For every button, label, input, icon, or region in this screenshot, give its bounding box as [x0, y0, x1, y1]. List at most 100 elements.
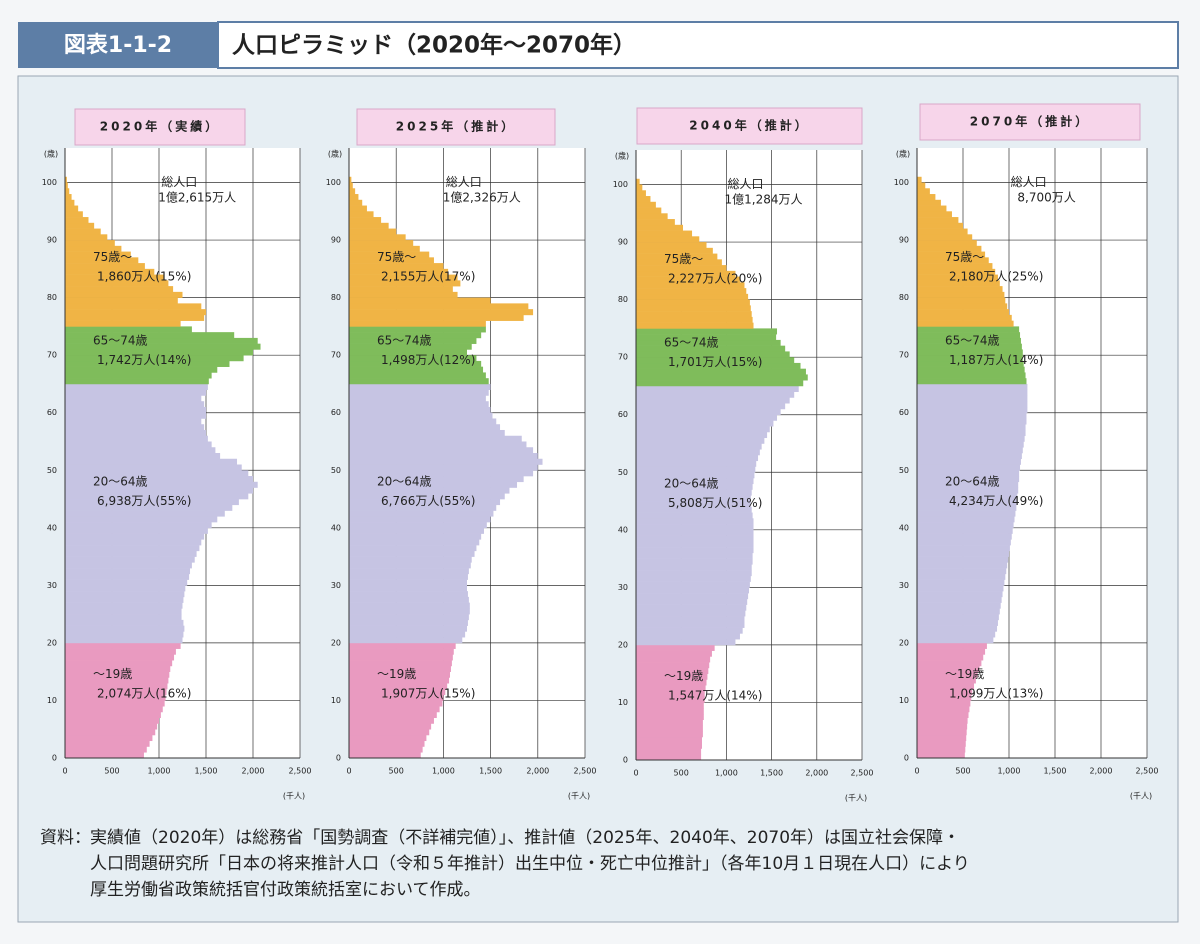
bar: [636, 437, 765, 444]
bar: [917, 441, 1024, 448]
bar: [65, 245, 122, 252]
bar: [349, 337, 477, 344]
bar: [349, 211, 374, 218]
group-label: 2,227万人(20%): [668, 271, 762, 285]
bar: [917, 602, 1001, 609]
title-box: [217, 21, 1179, 69]
bar: [349, 222, 389, 229]
bar: [917, 372, 1026, 379]
y-tick-label: 60: [331, 408, 341, 417]
bar: [65, 533, 205, 540]
bar: [636, 460, 757, 467]
x-tick-label: 1,000: [432, 767, 455, 776]
bar: [917, 677, 976, 684]
bar: [636, 731, 703, 738]
bar: [917, 631, 996, 638]
bar: [349, 683, 448, 690]
bar: [636, 535, 754, 542]
bar: [917, 366, 1025, 373]
bar: [349, 228, 397, 235]
bar: [349, 182, 353, 189]
bar: [917, 395, 1028, 402]
bar: [917, 545, 1010, 552]
x-axis-label: (千人): [845, 793, 867, 803]
bar: [917, 343, 1022, 350]
bar: [349, 245, 420, 252]
bar: [636, 541, 754, 548]
bar: [349, 752, 421, 759]
group-name: 20～64歳: [945, 474, 1000, 488]
group-name: ～19歳: [664, 669, 703, 683]
bar: [917, 625, 998, 632]
bar: [65, 522, 212, 529]
bar: [917, 406, 1028, 414]
group-name: 75歳～: [377, 250, 416, 264]
y-tick-label: 80: [47, 293, 57, 302]
chart-title: 2025年（推計）: [396, 119, 516, 134]
bar: [917, 205, 947, 212]
y-axis-label: (歳): [44, 149, 58, 159]
bar: [349, 740, 425, 747]
bar: [636, 219, 675, 226]
bar: [917, 573, 1006, 580]
bar: [917, 429, 1026, 437]
bar: [65, 412, 206, 419]
bar: [636, 656, 711, 663]
bar: [65, 740, 150, 747]
bar: [349, 631, 466, 638]
bar: [65, 734, 153, 742]
bar: [65, 395, 202, 402]
bar: [65, 694, 166, 701]
bar: [349, 240, 414, 247]
bar: [917, 286, 1003, 293]
y-tick-label: 20: [331, 638, 341, 647]
y-tick-label: 70: [331, 351, 341, 360]
x-tick-label: 1,500: [195, 767, 218, 776]
bar: [65, 366, 218, 373]
bar: [917, 591, 1003, 598]
bar: [65, 706, 163, 713]
figure-title: 人口ピラミッド（2020年～2070年）: [232, 32, 636, 59]
bar: [636, 293, 749, 300]
chart-title: 2070年（推計）: [970, 114, 1090, 129]
bar: [917, 228, 968, 235]
bar: [65, 389, 206, 396]
bar: [349, 654, 453, 661]
figure-id: 図表1-1-2: [64, 33, 172, 58]
bar: [636, 201, 656, 208]
x-tick-label: 500: [955, 767, 970, 776]
bar: [349, 711, 437, 719]
bar: [636, 426, 770, 433]
bar: [65, 683, 168, 690]
total-name: 総人口: [728, 177, 764, 191]
bar: [349, 280, 461, 287]
bar: [636, 455, 759, 462]
bar: [636, 374, 808, 381]
y-tick-label: 10: [618, 698, 628, 707]
bar: [65, 343, 261, 350]
bar: [917, 337, 1021, 344]
bar: [65, 487, 253, 494]
bar: [65, 205, 79, 212]
bar: [65, 550, 197, 557]
bar: [349, 470, 534, 477]
bar: [349, 717, 434, 724]
bar: [65, 257, 139, 264]
bar: [917, 268, 996, 275]
bar: [349, 447, 534, 454]
bar: [65, 199, 75, 206]
bar: [636, 368, 806, 375]
bar: [636, 328, 778, 335]
bar: [636, 472, 755, 479]
bar: [917, 389, 1028, 396]
y-tick-label: 20: [899, 638, 909, 647]
bar: [65, 378, 209, 385]
bar: [636, 662, 710, 669]
x-tick-label: 500: [389, 767, 404, 776]
bar: [65, 188, 70, 195]
bar: [917, 562, 1008, 569]
bar: [349, 729, 430, 736]
bar: [65, 263, 145, 270]
bar: [636, 581, 750, 588]
